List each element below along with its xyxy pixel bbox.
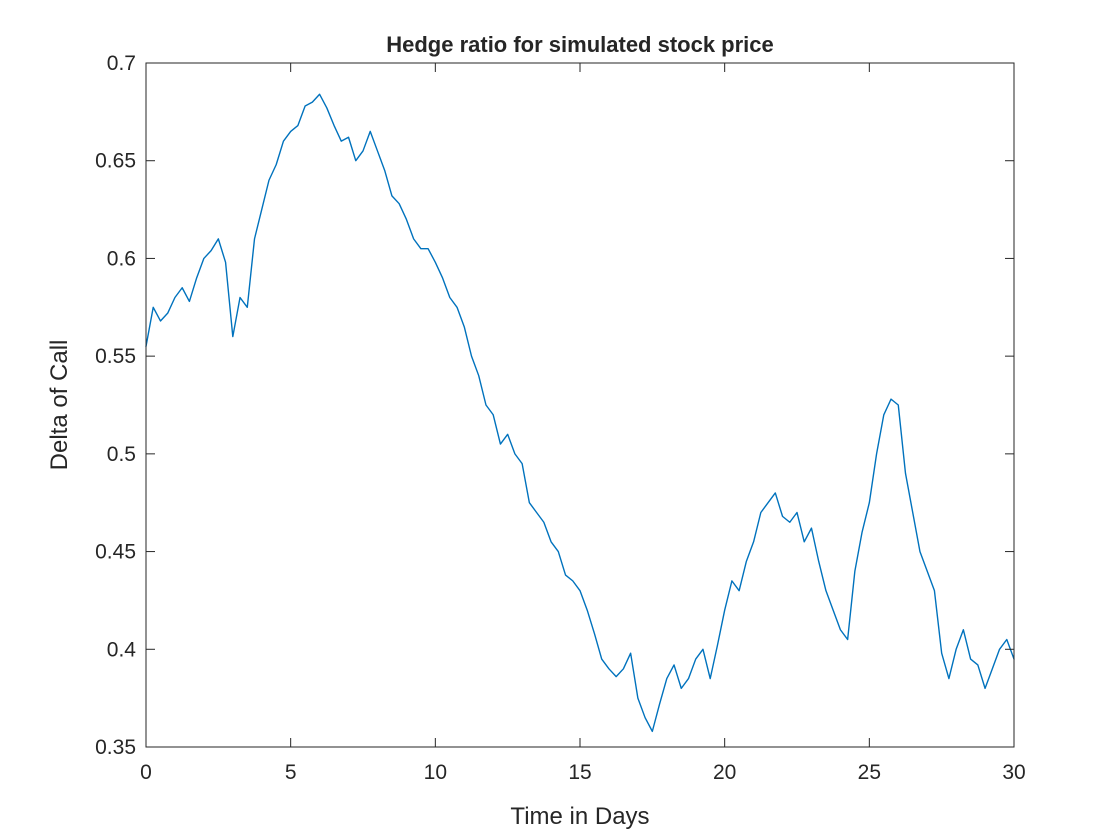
- y-tick-label: 0.65: [95, 150, 136, 173]
- x-tick-label: 5: [285, 761, 297, 784]
- x-tick-label: 25: [858, 761, 881, 784]
- plot-background: [146, 63, 1014, 747]
- x-tick-label: 30: [1002, 761, 1025, 784]
- y-tick-label: 0.45: [95, 541, 136, 564]
- y-tick-label: 0.6: [107, 247, 136, 270]
- x-tick-label: 0: [140, 761, 152, 784]
- x-axis-ticks: 0 5 10 15 20 25 30: [140, 63, 1026, 784]
- series-layer: [145, 93, 1015, 733]
- y-axis-ticks: 0.35 0.4 0.45 0.5 0.55 0.6 0.65 0.7: [95, 52, 1014, 759]
- y-tick-label: 0.55: [95, 345, 136, 368]
- x-tick-label: 15: [568, 761, 591, 784]
- series-line: [145, 93, 1015, 733]
- x-axis-label: Time in Days: [510, 803, 649, 830]
- chart-title: Hedge ratio for simulated stock price: [386, 32, 774, 57]
- y-tick-label: 0.35: [95, 736, 136, 759]
- y-axis-label: Delta of Call: [46, 340, 73, 471]
- y-tick-label: 0.5: [107, 443, 136, 466]
- x-tick-label: 10: [424, 761, 447, 784]
- x-tick-label: 20: [713, 761, 736, 784]
- y-tick-label: 0.4: [107, 638, 137, 661]
- y-tick-label: 0.7: [107, 52, 136, 75]
